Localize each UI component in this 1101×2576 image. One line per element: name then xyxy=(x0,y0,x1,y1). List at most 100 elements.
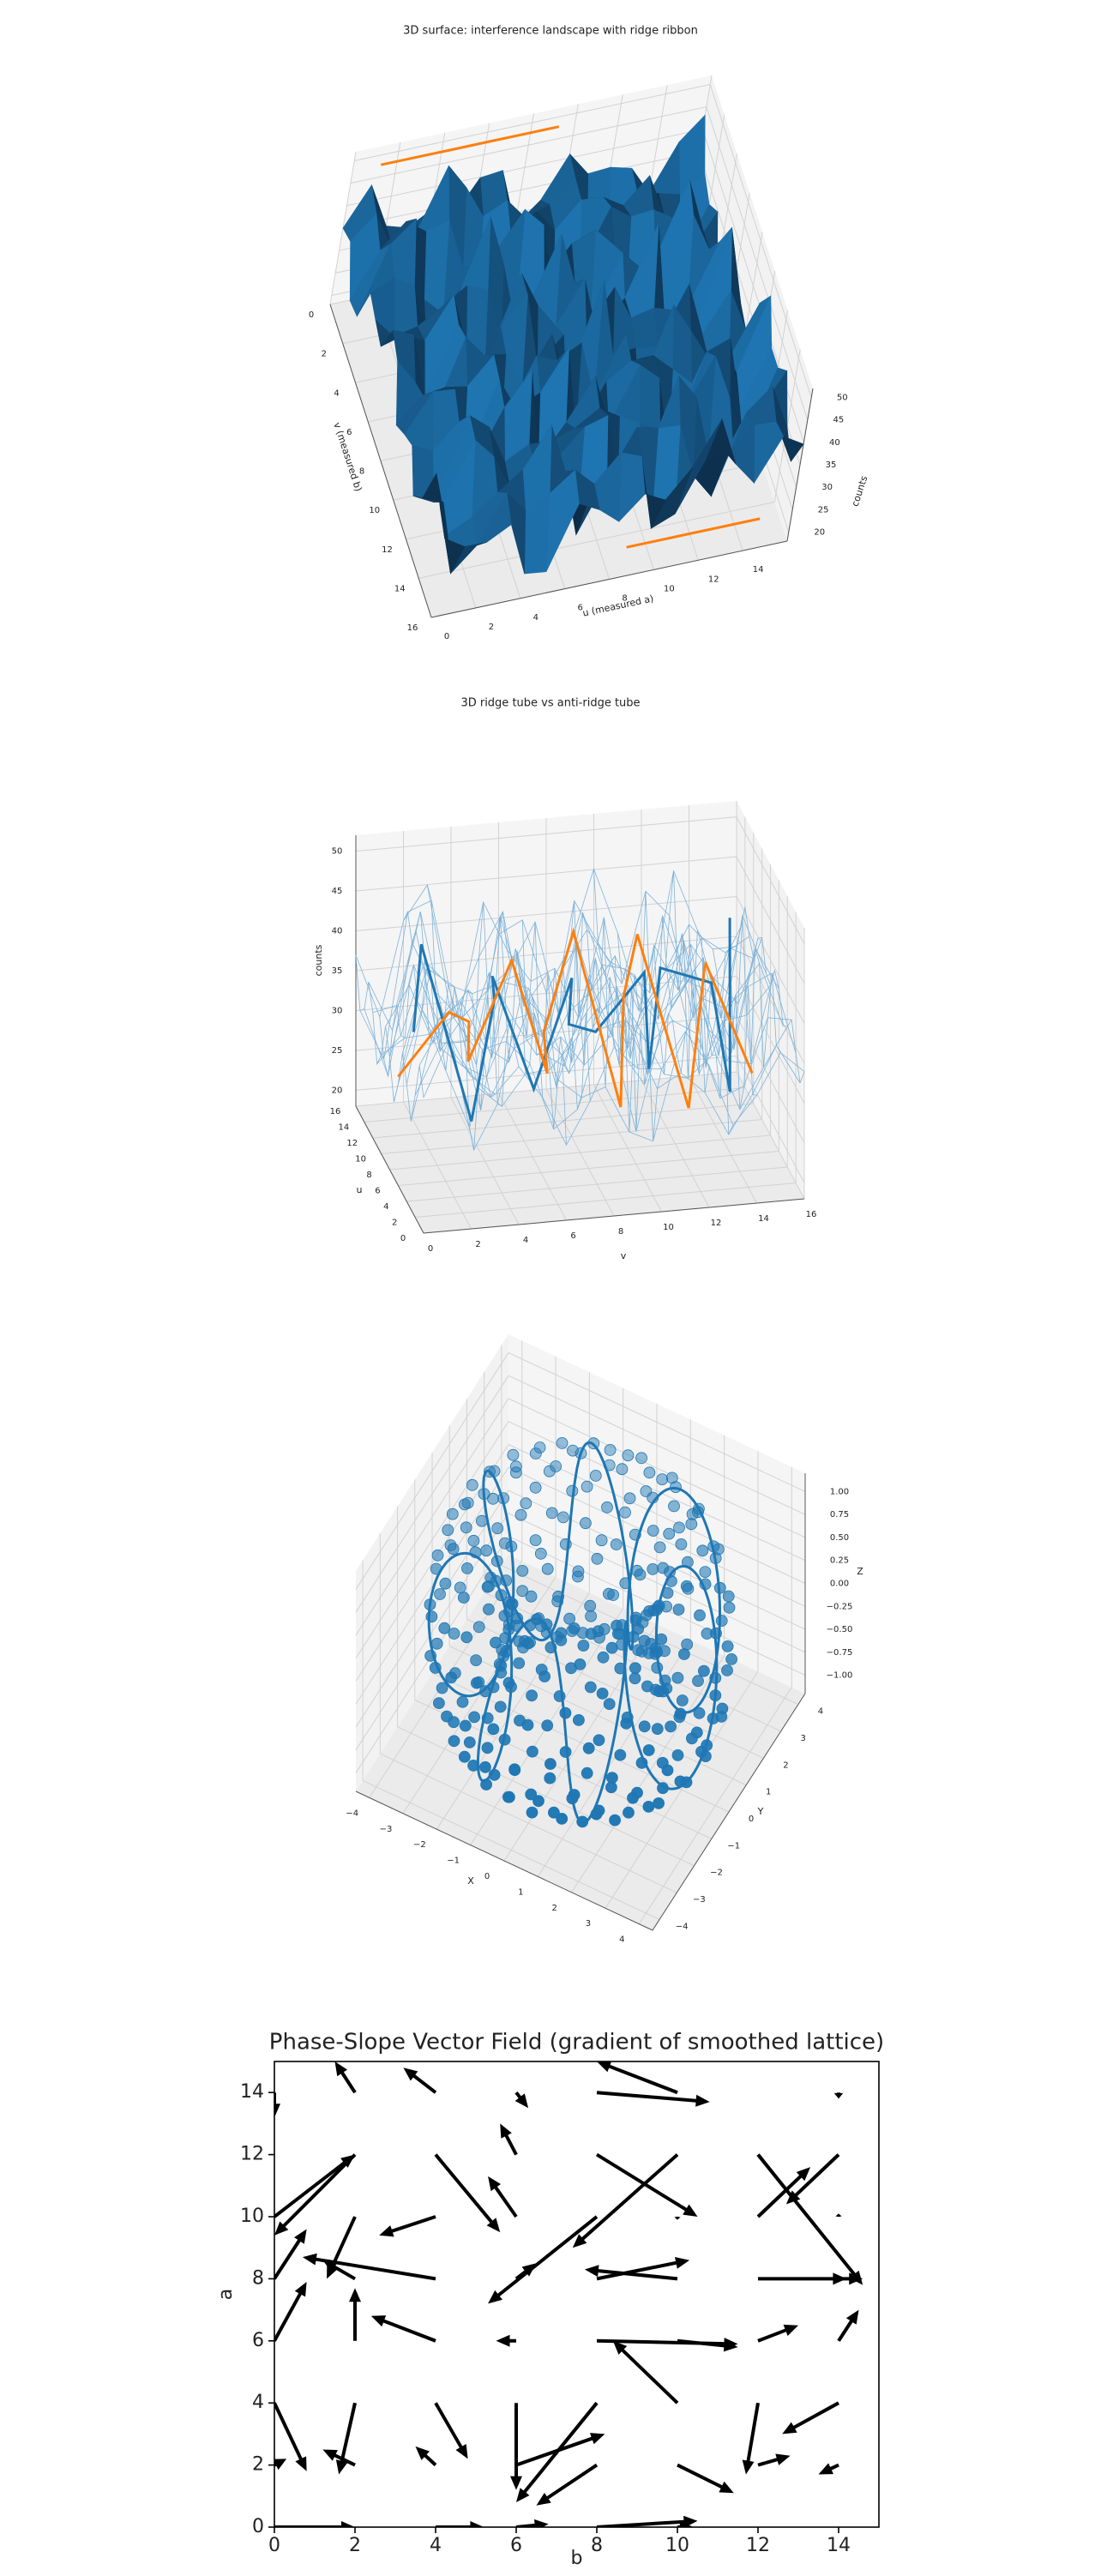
scatter-point xyxy=(468,1711,480,1724)
scatter-point xyxy=(514,1508,527,1521)
grid-line xyxy=(362,1780,660,1920)
scatter-point xyxy=(715,1615,728,1627)
scatter-point xyxy=(632,1644,645,1657)
x-tick-label: 0 xyxy=(444,632,449,641)
scatter-point xyxy=(533,1441,546,1454)
scatter-point xyxy=(641,1680,653,1693)
scatter-point xyxy=(698,1664,710,1677)
arrow xyxy=(274,2402,307,2471)
grid-line xyxy=(706,106,809,420)
z-tick-label: 20 xyxy=(332,1086,343,1095)
scatter-point xyxy=(722,1590,735,1603)
grid-line xyxy=(406,1166,788,1202)
arrow xyxy=(274,2153,357,2236)
x-tick-label: 4 xyxy=(430,2535,442,2556)
scatter-point xyxy=(513,1657,526,1670)
y-tick-label: 10 xyxy=(240,2206,264,2227)
scatter-point xyxy=(434,1588,446,1600)
scatter-point xyxy=(516,1565,529,1577)
scatter-point xyxy=(448,1628,460,1640)
x-tick-label: 3 xyxy=(586,1919,591,1929)
y-axis-label: Y xyxy=(757,1806,764,1817)
scatter-point xyxy=(627,1791,639,1804)
x-tick-label: 4 xyxy=(619,1935,624,1945)
y-tick-label: 14 xyxy=(339,1123,350,1133)
scatter-point xyxy=(509,1466,522,1479)
scatter-point xyxy=(550,1460,562,1472)
x-axis-label: v xyxy=(621,1250,627,1261)
grid-line xyxy=(709,84,812,398)
scatter-point xyxy=(635,1452,647,1465)
surface-facet xyxy=(440,508,466,575)
y-tick-label: −2 xyxy=(710,1869,723,1878)
y-tick-label: 16 xyxy=(407,623,418,633)
arrow xyxy=(370,2315,436,2343)
y-tick-label: 10 xyxy=(355,1155,366,1165)
arrow xyxy=(742,2402,760,2475)
scatter-point xyxy=(673,1521,685,1534)
y-tick-label: 14 xyxy=(240,2081,264,2103)
x-tick-label: 8 xyxy=(591,2535,603,2556)
z-tick-label: 0.75 xyxy=(830,1510,849,1520)
scatter-point xyxy=(457,1592,470,1604)
scatter-point xyxy=(445,1671,458,1684)
scatter-point xyxy=(548,1806,560,1819)
arrow xyxy=(274,2459,287,2471)
arrow xyxy=(756,2167,811,2218)
scatter-point xyxy=(461,1562,473,1574)
scatter-point xyxy=(568,1622,581,1634)
scatter-point xyxy=(647,1563,659,1575)
arrow xyxy=(274,2282,307,2342)
wireframe-line xyxy=(376,914,759,1066)
x-tick-label: 8 xyxy=(618,1227,623,1237)
y-tick-label: 2 xyxy=(322,350,327,359)
scatter-point xyxy=(671,1749,684,1761)
scatter-point xyxy=(516,1585,529,1598)
scatter-point xyxy=(490,1636,502,1649)
wireframe-line xyxy=(712,915,781,1068)
scatter-point xyxy=(526,1806,538,1819)
scatter-point xyxy=(480,1544,493,1557)
y-tick-label: 2 xyxy=(392,1219,397,1228)
scatter-point xyxy=(656,1473,669,1485)
arrow xyxy=(674,2217,681,2220)
arrow xyxy=(274,2092,280,2118)
x-tick-label: 4 xyxy=(533,613,538,623)
scatter-point xyxy=(585,1610,597,1622)
x-axis-label: b xyxy=(571,2548,583,2569)
scatter-point xyxy=(584,1681,597,1694)
y-tick-label: 2 xyxy=(783,1760,788,1770)
y-tick-label: 8 xyxy=(359,467,364,477)
scatter-point xyxy=(491,1522,504,1535)
scatter-point xyxy=(466,1478,478,1491)
scatter-point xyxy=(563,1612,575,1625)
scatter-point xyxy=(557,1511,569,1524)
grid-line xyxy=(350,106,707,184)
grid-line xyxy=(355,1071,737,1107)
y-tick-label: 10 xyxy=(369,506,380,515)
x-tick-label: 10 xyxy=(665,2535,689,2556)
x-tick-label: 16 xyxy=(806,1210,817,1219)
scatter-point xyxy=(589,1470,602,1482)
arrow xyxy=(415,2446,437,2467)
scatter-point xyxy=(544,1758,557,1770)
scatter-point xyxy=(470,1654,482,1666)
y-tick-label: −4 xyxy=(676,1922,689,1931)
scatter-point xyxy=(573,1714,585,1726)
ribbon xyxy=(626,517,761,549)
scatter-point xyxy=(448,1735,460,1748)
arrow xyxy=(496,2334,516,2347)
scatter-point xyxy=(447,1543,460,1556)
scatter-point xyxy=(642,1744,655,1756)
x-tick-label: 10 xyxy=(663,1223,674,1232)
y-tick-label: 12 xyxy=(346,1139,358,1148)
grid-line xyxy=(508,1398,806,1538)
grid-line xyxy=(508,1421,806,1562)
z-tick-label: −1.00 xyxy=(827,1671,853,1681)
scatter-point xyxy=(671,1671,684,1684)
arrow xyxy=(677,2338,738,2352)
x-tick-label: 2 xyxy=(489,623,494,632)
wireframe-line xyxy=(569,900,639,1133)
